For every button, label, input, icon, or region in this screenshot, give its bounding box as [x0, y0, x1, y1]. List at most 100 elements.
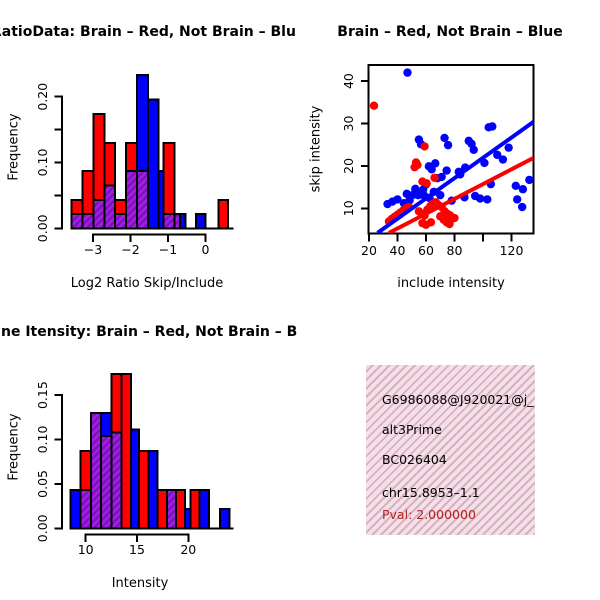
red-point [411, 158, 421, 167]
y-axis-label: Frequency [6, 413, 22, 481]
histogram-bar [174, 489, 187, 530]
y-axis-label: skip intensity [308, 105, 324, 193]
histogram-bar [219, 507, 231, 530]
histogram-bar [198, 489, 210, 530]
histogram-bars [69, 372, 231, 530]
pval-text: Pval: 2.000000 [382, 507, 476, 522]
histogram-bar [147, 450, 159, 530]
scatter-content [369, 68, 534, 234]
histogram-bar-overlap [165, 489, 177, 530]
blue-point [498, 155, 508, 164]
gene-info-box: G6986088@J920021@j_ alt3Prime BC026404 c… [366, 365, 535, 535]
x-tick-label: −2 [121, 242, 139, 257]
x-axis-label: Intensity [111, 576, 169, 591]
axes: 20 40 60 80 120 10 20 30 40 [341, 73, 523, 258]
x-tick-label: −3 [84, 242, 102, 257]
blue-point [513, 195, 522, 204]
blue-point [436, 190, 445, 200]
splice-type-text: alt3Prime [382, 422, 442, 437]
histogram-bar-overlap [135, 170, 149, 230]
blue-point [511, 181, 520, 191]
intensity-scatter: 20 40 60 80 120 10 20 30 40 [341, 64, 535, 258]
red-point [369, 101, 379, 110]
histogram-bar [217, 199, 229, 230]
blue-point [517, 202, 527, 212]
histogram-bar [156, 489, 168, 530]
red-point [430, 173, 439, 182]
histogram-bar-overlap [125, 170, 138, 230]
histogram-bars [70, 73, 229, 230]
histogram-bar [120, 372, 132, 530]
blue-point [469, 145, 478, 154]
blue-point [488, 122, 497, 131]
blue-point [504, 143, 513, 152]
page-title: Brain – Red, Not Brain – Blue [337, 24, 563, 40]
fit-line-red [388, 156, 534, 234]
y-tick-label: 30 [341, 116, 356, 132]
x-tick-label: 15 [129, 542, 145, 557]
x-tick-label: 60 [418, 243, 434, 258]
blue-point [442, 166, 451, 175]
x-axis: −3 −2 −1 0 [84, 233, 210, 257]
histogram-bar [189, 489, 201, 530]
histogram-bar [138, 450, 150, 530]
page-title: ne Itensity: Brain – Red, Not Brain – B [1, 324, 298, 340]
blue-point [403, 68, 412, 77]
x-axis-label: Log2 Ratio Skip/Include [70, 276, 224, 291]
chromosome-text: chr15.8953–1.1 [382, 485, 480, 500]
x-tick-label: 120 [500, 243, 524, 258]
panel-log2ratio-histogram: RatioData: Brain – Red, Not Brain – Blu … [0, 0, 300, 300]
histogram-plot: −3 −2 −1 0 0.00 0.10 0.20 [35, 73, 234, 257]
y-tick-label: 0.10 [35, 426, 50, 454]
y-tick-label: 10 [341, 200, 356, 216]
y-tick-label: 0.00 [35, 514, 50, 542]
histogram-bar [195, 212, 207, 230]
x-axis-label: include intensity [397, 276, 505, 291]
y-tick-label: 0.05 [35, 470, 50, 498]
gene-id-text: G6986088@J920021@j_ [382, 392, 534, 407]
histogram-plot: 10 15 20 0.00 0.05 0.10 0.15 [35, 372, 234, 557]
x-tick-label: 10 [78, 542, 94, 557]
blue-point [518, 185, 528, 194]
x-tick-label: 0 [202, 242, 210, 257]
y-axis-label: Frequency [6, 113, 22, 181]
blue-point [383, 199, 392, 209]
red-point [420, 142, 429, 151]
histogram-bar-overlap [81, 212, 95, 230]
x-tick-label: 20 [180, 542, 196, 557]
y-axis: 0.00 0.10 0.20 [35, 83, 63, 242]
blue-point [440, 133, 449, 143]
red-point [422, 179, 431, 188]
accession-text: BC026404 [382, 452, 447, 467]
fit-line-blue [376, 120, 534, 234]
page-title: RatioData: Brain – Red, Not Brain – Blu [0, 24, 296, 40]
histogram-bar-overlap [162, 212, 176, 230]
panel-intensity-histogram: ne Itensity: Brain – Red, Not Brain – B … [0, 300, 300, 600]
blue-point [483, 195, 492, 204]
x-tick-label: 40 [390, 243, 406, 258]
y-tick-label: 0.10 [35, 149, 50, 177]
blue-point [480, 158, 489, 168]
y-tick-label: 0.00 [35, 214, 50, 242]
blue-point [402, 189, 411, 199]
red-point [447, 214, 456, 224]
histogram-bar-overlap [103, 184, 117, 230]
histogram-bar [146, 98, 160, 230]
histogram-bar-overlap [110, 431, 123, 530]
histogram-bar [129, 428, 141, 530]
blue-point [493, 150, 502, 160]
panel-intensity-scatter: Brain – Red, Not Brain – Blue 20 40 60 80 12… [300, 0, 600, 300]
x-tick-label: −1 [159, 242, 177, 257]
histogram-bar-overlap [114, 212, 127, 230]
y-tick-label: 40 [341, 73, 356, 89]
blue-point [525, 175, 534, 185]
histogram-bar-overlap [100, 434, 113, 530]
intensity-histogram: 10 15 20 0.00 0.05 0.10 0.15 [35, 372, 234, 557]
histogram-bar-overlap [79, 489, 92, 530]
x-tick-label: 80 [447, 243, 463, 258]
y-tick-label: 0.20 [35, 83, 50, 111]
blue-point [475, 194, 485, 203]
y-tick-label: 20 [341, 158, 356, 174]
x-tick-label: 20 [361, 243, 377, 258]
